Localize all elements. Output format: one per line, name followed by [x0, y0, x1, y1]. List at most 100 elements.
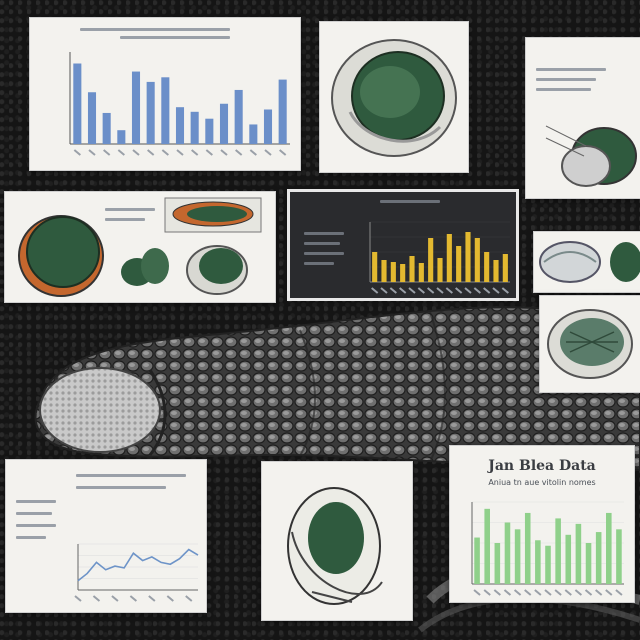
bar [616, 529, 622, 584]
annotation-scribble [105, 218, 145, 221]
title-scribble [80, 28, 230, 31]
bar [494, 543, 501, 584]
bar [446, 234, 452, 282]
tick-label-scribble [483, 589, 491, 596]
bar-chart-card-bottom-right: Jan Blea Data Aniua tn aue vitolin nomes [450, 446, 634, 602]
tick-label-scribble [88, 149, 96, 156]
tick-label-scribble [147, 149, 155, 156]
specimen-card-right-upper [534, 232, 640, 292]
tick-label-scribble [92, 595, 101, 602]
tick-label-scribble [191, 149, 199, 156]
title-scribble [120, 36, 230, 39]
tick-label-scribble [524, 589, 532, 596]
bar [146, 81, 155, 144]
tick-label-scribble [148, 595, 156, 602]
bar [474, 537, 480, 584]
specimen-illustration-small [539, 241, 640, 283]
tick-label-scribble [408, 287, 416, 294]
bar [555, 518, 561, 584]
bar [484, 252, 490, 282]
tick-label-scribble [503, 589, 512, 596]
tick-label-scribble [279, 149, 287, 156]
tick-label-scribble [554, 589, 562, 596]
bar [428, 238, 434, 282]
tick-label-scribble [473, 589, 481, 596]
tick-label-scribble [436, 287, 444, 294]
bar [484, 508, 490, 584]
line-chart-bottom-left [74, 543, 199, 602]
bar [514, 529, 521, 584]
bar [372, 252, 378, 282]
title-scribble [380, 200, 440, 203]
label-scribble [304, 242, 340, 245]
bar [131, 71, 141, 144]
diagram-card-top-right [526, 38, 640, 198]
chart-subtitle: Aniua tn aue vitolin nomes [488, 478, 596, 487]
specimen-card-bottom-center [262, 462, 412, 620]
tick-label-scribble [473, 287, 481, 294]
label-scribble [304, 252, 344, 255]
bar [219, 103, 229, 144]
bar [565, 534, 572, 584]
bar [390, 262, 396, 282]
ribbed-specimen-illustration [547, 309, 633, 379]
label-scribble [16, 512, 52, 515]
tick-label-scribble [161, 149, 169, 156]
bar [381, 260, 387, 282]
tick-label-scribble [371, 287, 379, 294]
bar [585, 543, 592, 584]
tick-label-scribble [220, 149, 228, 156]
tick-label-scribble [493, 589, 501, 596]
tick-label-scribble [132, 149, 140, 156]
bar [504, 522, 511, 584]
bar [190, 111, 199, 144]
tick-label-scribble [615, 589, 623, 596]
specimen-card-right-lower [540, 296, 640, 392]
bar [409, 256, 415, 282]
tick-label-scribble [501, 287, 509, 294]
bar [606, 512, 612, 584]
bar [456, 246, 462, 282]
bar [437, 258, 443, 282]
bar [117, 130, 126, 144]
bar [102, 112, 111, 144]
label-scribble [304, 262, 334, 265]
annotation-scribble [105, 208, 155, 211]
title-scribble [76, 486, 166, 489]
annotation-scribble [536, 68, 606, 71]
specimen-group-illustration [18, 197, 262, 297]
bar [545, 545, 551, 584]
specimen-sheet-mid-left [5, 192, 275, 302]
tick-label-scribble [73, 149, 81, 156]
bar [502, 254, 508, 282]
tick-label-scribble [111, 595, 119, 602]
tick-label-scribble [513, 589, 522, 596]
tick-label-scribble [492, 287, 500, 294]
bar [474, 238, 480, 282]
annotation-scribble [536, 78, 596, 81]
bar [535, 540, 541, 584]
bar [400, 264, 406, 282]
tick-label-scribble [417, 287, 425, 294]
bar [73, 63, 82, 144]
tick-label-scribble [205, 149, 213, 156]
tick-label-scribble [455, 287, 463, 294]
tick-label-scribble [427, 287, 435, 294]
bar [249, 124, 258, 144]
title-scribble [76, 474, 186, 477]
bar-chart-top-left [69, 52, 290, 156]
tick-label-scribble [574, 589, 583, 596]
organ-diagram-illustration [545, 125, 637, 187]
tick-label-scribble [564, 589, 572, 596]
seed-specimen-illustration [287, 487, 383, 605]
annotation-scribble [536, 88, 591, 91]
bar [234, 89, 243, 144]
bar [493, 260, 499, 282]
label-scribble [304, 232, 344, 235]
tick-label-scribble [389, 287, 397, 294]
tick-label-scribble [166, 595, 174, 602]
tick-label-scribble [117, 149, 125, 156]
tick-label-scribble [595, 589, 603, 596]
tick-label-scribble [264, 149, 272, 156]
bar [278, 79, 287, 144]
